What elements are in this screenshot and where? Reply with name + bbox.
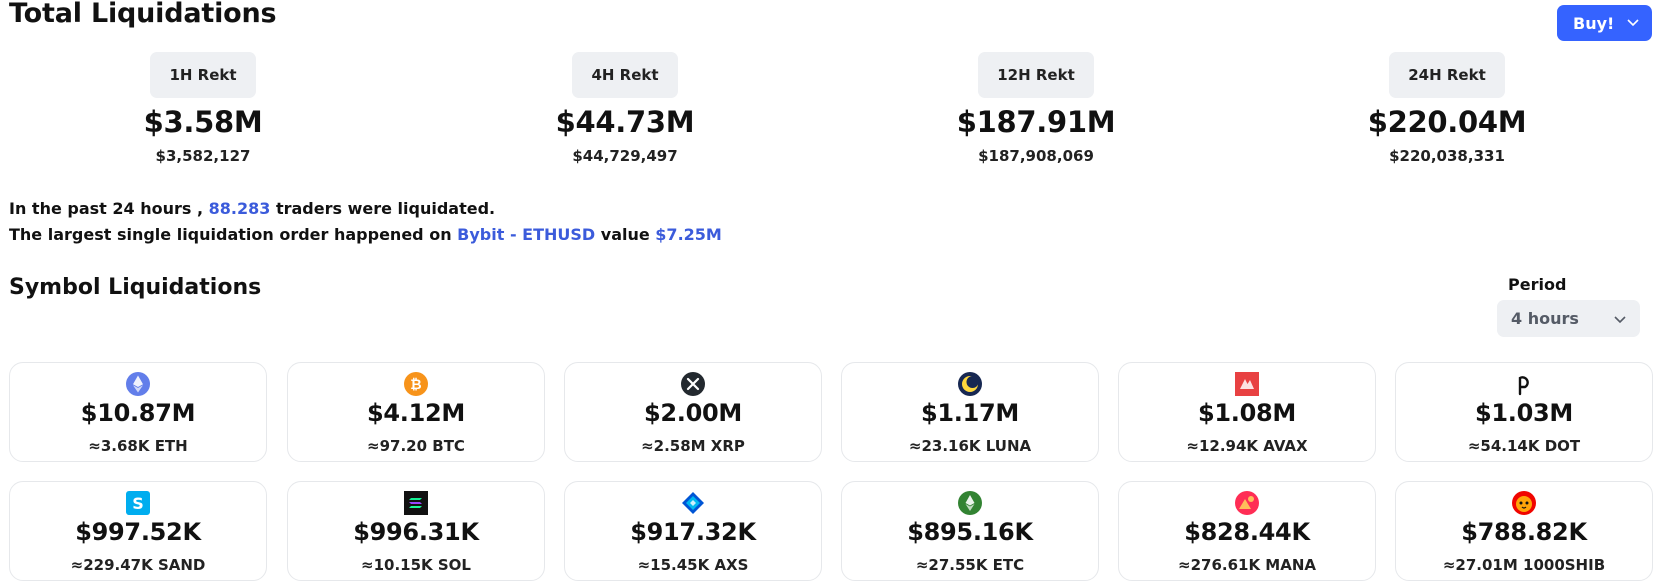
card-quantity: ≈27.01M 1000SHIB bbox=[1442, 556, 1606, 574]
rekt-badge[interactable]: 1H Rekt bbox=[150, 52, 256, 98]
dot-icon bbox=[1518, 376, 1529, 396]
symbol-card-axs[interactable]: $917.32K ≈15.45K AXS bbox=[564, 481, 822, 581]
chevron-down-icon bbox=[1614, 316, 1626, 324]
card-amount: $4.12M bbox=[367, 399, 465, 427]
sol-icon bbox=[404, 491, 428, 515]
eth-icon bbox=[126, 372, 150, 396]
svg-text:₿: ₿ bbox=[410, 377, 421, 393]
traders-count: 88.283 bbox=[208, 199, 271, 218]
rekt-amount: $3.58M bbox=[143, 105, 263, 139]
symbol-card-sol[interactable]: $996.31K ≈10.15K SOL bbox=[287, 481, 545, 581]
symbol-card-sand[interactable]: S $997.52K ≈229.47K SAND bbox=[9, 481, 267, 581]
rekt-12h: 12H Rekt $187.91M $187,908,069 bbox=[886, 52, 1186, 166]
rekt-badge[interactable]: 4H Rekt bbox=[572, 52, 678, 98]
rekt-amount: $187.91M bbox=[956, 105, 1116, 139]
xrp-icon bbox=[681, 372, 705, 396]
etc-icon bbox=[958, 491, 982, 515]
order-source-link[interactable]: Bybit - ETHUSD bbox=[457, 225, 596, 244]
card-amount: $1.08M bbox=[1198, 399, 1296, 427]
card-quantity: ≈2.58M XRP bbox=[641, 437, 745, 455]
card-amount: $828.44K bbox=[1184, 518, 1310, 546]
card-quantity: ≈3.68K ETH bbox=[88, 437, 188, 455]
summary-line-largest-order: The largest single liquidation order hap… bbox=[9, 225, 722, 244]
card-amount: $788.82K bbox=[1461, 518, 1587, 546]
rekt-amount: $220.04M bbox=[1367, 105, 1527, 139]
card-amount: $10.87M bbox=[80, 399, 196, 427]
symbol-card-eth[interactable]: $10.87M ≈3.68K ETH bbox=[9, 362, 267, 462]
period-label: Period bbox=[1508, 275, 1567, 294]
rekt-4h: 4H Rekt $44.73M $44,729,497 bbox=[475, 52, 775, 166]
rekt-badge[interactable]: 24H Rekt bbox=[1389, 52, 1505, 98]
section-title-symbol-liquidations: Symbol Liquidations bbox=[9, 275, 262, 300]
card-amount: $1.17M bbox=[921, 399, 1019, 427]
symbol-card-mana[interactable]: $828.44K ≈276.61K MANA bbox=[1118, 481, 1376, 581]
axs-icon bbox=[682, 492, 704, 514]
sand-icon: S bbox=[126, 491, 150, 515]
liquidation-summary: In the past 24 hours , 88.283 traders we… bbox=[9, 196, 722, 248]
card-amount: $895.16K bbox=[907, 518, 1033, 546]
rekt-exact: $3,582,127 bbox=[155, 147, 251, 165]
card-amount: $1.03M bbox=[1475, 399, 1573, 427]
rekt-exact: $44,729,497 bbox=[572, 147, 678, 165]
shib-icon bbox=[1512, 491, 1536, 515]
order-value: $7.25M bbox=[655, 225, 722, 244]
rekt-amount: $44.73M bbox=[555, 105, 695, 139]
rekt-exact: $220,038,331 bbox=[1389, 147, 1505, 165]
rekt-1h: 1H Rekt $3.58M $3,582,127 bbox=[53, 52, 353, 166]
symbol-card-shib[interactable]: $788.82K ≈27.01M 1000SHIB bbox=[1395, 481, 1653, 581]
symbol-card-btc[interactable]: ₿ $4.12M ≈97.20 BTC bbox=[287, 362, 545, 462]
card-quantity: ≈12.94K AVAX bbox=[1186, 437, 1308, 455]
card-quantity: ≈15.45K AXS bbox=[637, 556, 749, 574]
card-quantity: ≈23.16K LUNA bbox=[908, 437, 1032, 455]
card-quantity: ≈229.47K SAND bbox=[70, 556, 206, 574]
card-quantity: ≈276.61K MANA bbox=[1178, 556, 1316, 574]
card-amount: $2.00M bbox=[644, 399, 742, 427]
rekt-badge[interactable]: 12H Rekt bbox=[978, 52, 1094, 98]
btc-icon: ₿ bbox=[404, 372, 428, 396]
card-amount: $997.52K bbox=[75, 518, 201, 546]
card-quantity: ≈10.15K SOL bbox=[361, 556, 471, 574]
period-select[interactable]: 4 hours bbox=[1497, 300, 1640, 337]
symbol-card-etc[interactable]: $895.16K ≈27.55K ETC bbox=[841, 481, 1099, 581]
symbol-card-xrp[interactable]: $2.00M ≈2.58M XRP bbox=[564, 362, 822, 462]
avax-icon bbox=[1235, 372, 1259, 396]
card-amount: $996.31K bbox=[353, 518, 479, 546]
page-title: Total Liquidations bbox=[9, 0, 277, 29]
chevron-down-icon bbox=[1627, 19, 1639, 27]
symbol-card-luna[interactable]: $1.17M ≈23.16K LUNA bbox=[841, 362, 1099, 462]
luna-icon bbox=[958, 372, 982, 396]
period-select-value: 4 hours bbox=[1511, 309, 1579, 328]
svg-text:S: S bbox=[132, 494, 144, 513]
card-quantity: ≈97.20 BTC bbox=[367, 437, 465, 455]
rekt-24h: 24H Rekt $220.04M $220,038,331 bbox=[1297, 52, 1597, 166]
symbol-card-avax[interactable]: $1.08M ≈12.94K AVAX bbox=[1118, 362, 1376, 462]
symbol-card-dot[interactable]: $1.03M ≈54.14K DOT bbox=[1395, 362, 1653, 462]
card-amount: $917.32K bbox=[630, 518, 756, 546]
summary-line-traders: In the past 24 hours , 88.283 traders we… bbox=[9, 199, 496, 218]
buy-button[interactable]: Buy! bbox=[1557, 5, 1652, 41]
card-quantity: ≈27.55K ETC bbox=[915, 556, 1025, 574]
mana-icon bbox=[1235, 491, 1259, 515]
card-quantity: ≈54.14K DOT bbox=[1467, 437, 1581, 455]
buy-button-label: Buy! bbox=[1573, 13, 1615, 33]
rekt-exact: $187,908,069 bbox=[978, 147, 1094, 165]
